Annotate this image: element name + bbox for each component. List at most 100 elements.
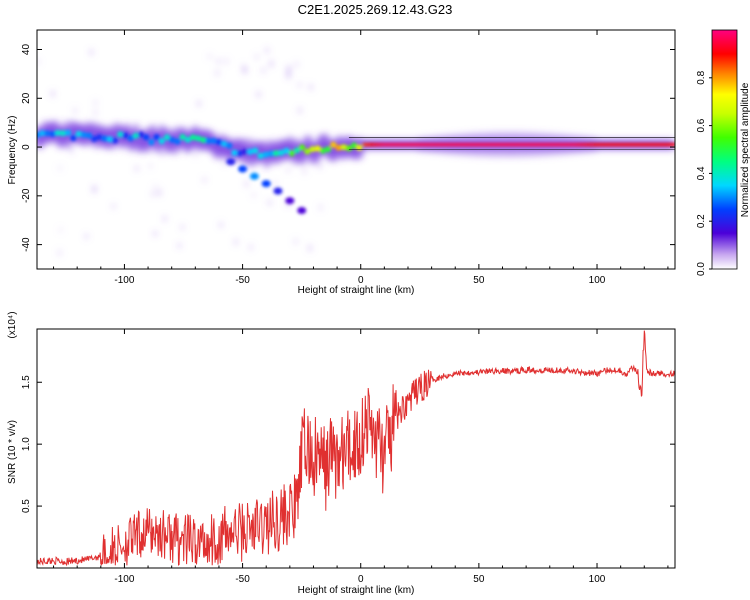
colorbar-tick-label: 0.0 bbox=[696, 262, 707, 276]
noise-cell bbox=[234, 239, 237, 245]
ridge-cell bbox=[65, 129, 72, 136]
ridge-cell bbox=[205, 137, 212, 144]
secondary-trace-point bbox=[249, 172, 259, 180]
noise-cell bbox=[163, 216, 166, 222]
ridge-cell bbox=[299, 144, 306, 151]
secondary-trace-point bbox=[297, 207, 307, 214]
ridge-cell bbox=[91, 135, 98, 142]
noise-cell bbox=[58, 250, 61, 256]
ridge-cell bbox=[138, 131, 144, 138]
noise-cell bbox=[298, 108, 301, 113]
noise-cell bbox=[197, 101, 200, 107]
noise-cell bbox=[93, 186, 96, 193]
ridge-cell bbox=[106, 136, 113, 143]
ridge-cell bbox=[319, 147, 326, 154]
noise-cell bbox=[208, 54, 211, 59]
ridge-cell bbox=[671, 143, 675, 147]
ridge-cell bbox=[231, 149, 238, 156]
noise-cell bbox=[308, 245, 311, 251]
noise-cell bbox=[154, 231, 157, 236]
secondary-trace-point bbox=[226, 158, 236, 166]
y-tick-label: 0.5 bbox=[21, 499, 32, 513]
ridge-cell bbox=[158, 138, 165, 145]
noise-cell bbox=[216, 69, 219, 76]
colorbar-tick-label: 0.4 bbox=[696, 166, 707, 180]
noise-cell bbox=[268, 200, 271, 205]
ridge-cell bbox=[252, 147, 259, 154]
ridge-cell bbox=[164, 134, 170, 141]
noise-cell bbox=[59, 228, 62, 232]
noise-cell bbox=[287, 202, 290, 207]
x-tick-label: 0 bbox=[358, 275, 364, 286]
ridge-cell bbox=[283, 147, 290, 154]
ridge-cell bbox=[273, 150, 280, 157]
x-tick-label: -100 bbox=[114, 275, 134, 286]
ridge-cell bbox=[122, 132, 129, 139]
x-tick-label: 0 bbox=[358, 574, 364, 585]
noise-cell bbox=[181, 225, 184, 230]
x-tick-label: 100 bbox=[589, 275, 606, 286]
ridge-cell bbox=[195, 135, 202, 142]
ridge-cell bbox=[304, 148, 311, 155]
spectrogram-core bbox=[37, 129, 675, 214]
noise-cell bbox=[303, 168, 306, 174]
ridge-cell bbox=[86, 132, 92, 139]
noise-cell bbox=[225, 59, 228, 64]
noise-cell bbox=[59, 166, 61, 170]
ridge-cell bbox=[236, 150, 243, 157]
figure-title: C2E1.2025.269.12.43.G23 bbox=[298, 2, 453, 17]
noise-cell bbox=[74, 108, 77, 114]
snr-x-ticks: -100 -50 0 50 100 bbox=[53, 329, 669, 585]
spectrogram-marks bbox=[37, 48, 675, 256]
ridge-cell bbox=[278, 149, 285, 156]
snr-y-label: SNR (10 * v/v) bbox=[7, 420, 18, 484]
ridge-cell bbox=[215, 139, 222, 146]
x-tick-label: -100 bbox=[114, 574, 134, 585]
spectrogram-x-label: Height of straight line (km) bbox=[298, 285, 415, 296]
noise-cell bbox=[253, 163, 256, 168]
spectrogram-x-ticks: -100 -50 0 50 100 bbox=[53, 30, 669, 286]
y-tick-label: 1.5 bbox=[21, 375, 32, 389]
ridge-cell bbox=[112, 137, 118, 144]
noise-cell bbox=[70, 149, 73, 153]
ridge-cell bbox=[117, 131, 124, 138]
ridge-cell bbox=[54, 129, 61, 136]
secondary-trace-point bbox=[273, 187, 283, 195]
noise-cell bbox=[287, 168, 290, 172]
noise-cell bbox=[245, 181, 248, 187]
spectrogram-halo bbox=[37, 48, 675, 256]
noise-cell bbox=[287, 66, 290, 72]
ridge-cell bbox=[70, 135, 77, 141]
noise-cell bbox=[242, 64, 245, 68]
noise-cell bbox=[217, 59, 220, 63]
ridge-cell bbox=[330, 141, 337, 148]
noise-cell bbox=[287, 72, 290, 79]
ridge-cell bbox=[44, 130, 51, 137]
ridge-cell bbox=[148, 139, 155, 146]
ridge-cell bbox=[169, 137, 176, 143]
ridge-cell bbox=[351, 142, 358, 149]
noise-cell bbox=[257, 92, 260, 97]
noise-cell bbox=[94, 100, 97, 105]
ridge-cell bbox=[190, 134, 196, 141]
noise-cell bbox=[112, 204, 115, 209]
noise-cell bbox=[288, 134, 291, 139]
noise-cell bbox=[37, 59, 39, 64]
snr-panel: -100 -50 0 50 100 0.5 1.0 1.5 Height of straig… bbox=[7, 311, 676, 596]
noise-cell bbox=[158, 189, 161, 196]
ridge-cell bbox=[174, 138, 181, 145]
noise-cell bbox=[90, 49, 93, 55]
ridge-cell bbox=[247, 148, 254, 155]
ridge-cell bbox=[127, 135, 134, 142]
noise-cell bbox=[262, 68, 265, 73]
snr-frame bbox=[36, 328, 676, 569]
noise-cell bbox=[135, 166, 138, 171]
ridge-cell bbox=[184, 136, 191, 143]
x-tick-label: -50 bbox=[235, 574, 250, 585]
ridge-cell bbox=[340, 144, 347, 151]
snr-line bbox=[37, 330, 675, 567]
noise-cell bbox=[149, 164, 152, 168]
y-tick-label: 0 bbox=[21, 144, 32, 150]
noise-cell bbox=[255, 54, 258, 60]
